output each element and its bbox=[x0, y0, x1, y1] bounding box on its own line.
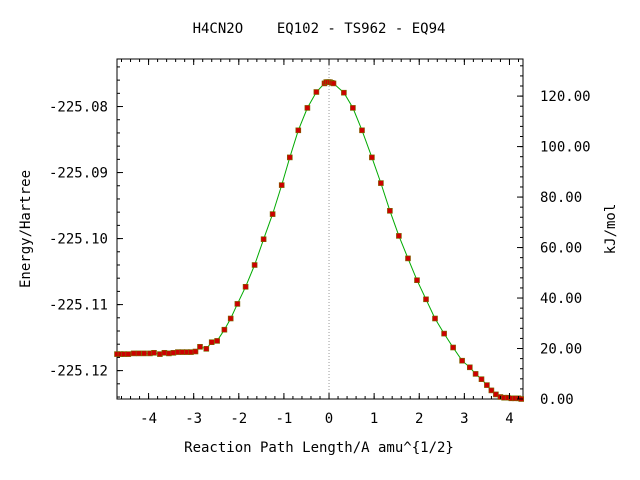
chart-title: H4CN2O EQ102 - TS962 - EQ94 bbox=[193, 21, 446, 37]
y-tick-label: -225.10 bbox=[49, 232, 108, 248]
x-axis-ticks: -4 -3 -2 -1 0 1 2 3 4 bbox=[121, 59, 519, 427]
data-point-57 bbox=[484, 382, 490, 388]
data-point-46 bbox=[396, 233, 402, 239]
data-point-49 bbox=[423, 296, 429, 303]
data-point-31 bbox=[295, 127, 302, 134]
data-point-53 bbox=[459, 357, 465, 364]
data-point-48 bbox=[414, 277, 420, 284]
x-tick-label: 0 bbox=[325, 411, 333, 427]
data-point-51 bbox=[441, 330, 447, 337]
y2-tick-label: 120.00 bbox=[540, 89, 591, 105]
data-points bbox=[114, 79, 525, 402]
data-point-26 bbox=[251, 262, 258, 268]
y2-tick-label: 40.00 bbox=[540, 291, 582, 307]
y2-tick-label: 20.00 bbox=[540, 342, 582, 358]
y-tick-label: -225.08 bbox=[49, 100, 108, 116]
x-tick-label: 3 bbox=[460, 411, 468, 427]
y-axis-left-ticks: -225.08 -225.09 -225.10 -225.11 -225.12 bbox=[49, 66, 123, 398]
data-point-22 bbox=[221, 326, 228, 333]
data-point-40 bbox=[341, 89, 347, 96]
x-tick-label: -3 bbox=[185, 411, 202, 427]
data-point-41 bbox=[350, 105, 356, 111]
data-point-30 bbox=[286, 154, 293, 161]
x-tick-label: -4 bbox=[140, 411, 157, 427]
data-point-23 bbox=[227, 315, 234, 322]
x-tick-label: -1 bbox=[275, 411, 292, 427]
data-point-54 bbox=[466, 364, 473, 371]
data-point-20 bbox=[208, 339, 215, 346]
data-point-18 bbox=[197, 343, 203, 350]
data-point-29 bbox=[278, 182, 285, 188]
y-axis-right-ticks: 0.00 20.00 40.00 60.00 80.00 100.00 120.00 bbox=[517, 65, 591, 408]
data-point-5 bbox=[135, 350, 142, 357]
x-axis-label: Reaction Path Length/A amu^{1/2} bbox=[184, 440, 454, 456]
data-point-19 bbox=[203, 345, 210, 352]
y2-tick-label: 100.00 bbox=[540, 140, 591, 156]
data-point-52 bbox=[450, 344, 456, 351]
y-axis-label: Energy/Hartree bbox=[18, 170, 34, 288]
x-tick-label: 4 bbox=[505, 411, 513, 427]
y-tick-label: -225.12 bbox=[49, 364, 108, 380]
data-point-24 bbox=[234, 301, 241, 307]
data-point-50 bbox=[432, 315, 438, 322]
data-point-28 bbox=[269, 211, 276, 217]
x-tick-label: -2 bbox=[230, 411, 247, 427]
data-point-17 bbox=[192, 348, 199, 355]
data-point-25 bbox=[242, 283, 249, 290]
data-point-21 bbox=[214, 338, 220, 344]
data-point-43 bbox=[369, 154, 375, 161]
data-point-47 bbox=[405, 255, 411, 262]
data-point-44 bbox=[378, 180, 384, 186]
data-point-4 bbox=[130, 350, 137, 357]
y2-axis-label: kJ/mol bbox=[603, 204, 619, 255]
data-point-58 bbox=[488, 387, 495, 394]
data-point-8 bbox=[151, 349, 157, 356]
data-point-55 bbox=[472, 371, 479, 377]
data-point-56 bbox=[478, 376, 485, 383]
data-point-32 bbox=[304, 105, 311, 111]
x-tick-label: 2 bbox=[415, 411, 423, 427]
x-tick-label: 1 bbox=[370, 411, 378, 427]
y2-tick-label: 0.00 bbox=[540, 392, 574, 408]
y-tick-label: -225.09 bbox=[49, 166, 108, 182]
data-point-33 bbox=[313, 89, 320, 95]
data-point-42 bbox=[359, 127, 365, 134]
data-point-6 bbox=[141, 350, 147, 357]
y2-tick-label: 80.00 bbox=[540, 190, 582, 206]
plot-frame bbox=[116, 58, 524, 400]
y2-tick-label: 60.00 bbox=[540, 241, 582, 257]
data-point-3 bbox=[125, 351, 132, 357]
data-point-39 bbox=[330, 80, 337, 87]
data-point-45 bbox=[387, 208, 393, 214]
data-point-27 bbox=[260, 236, 267, 242]
y-tick-label: -225.11 bbox=[49, 298, 108, 314]
